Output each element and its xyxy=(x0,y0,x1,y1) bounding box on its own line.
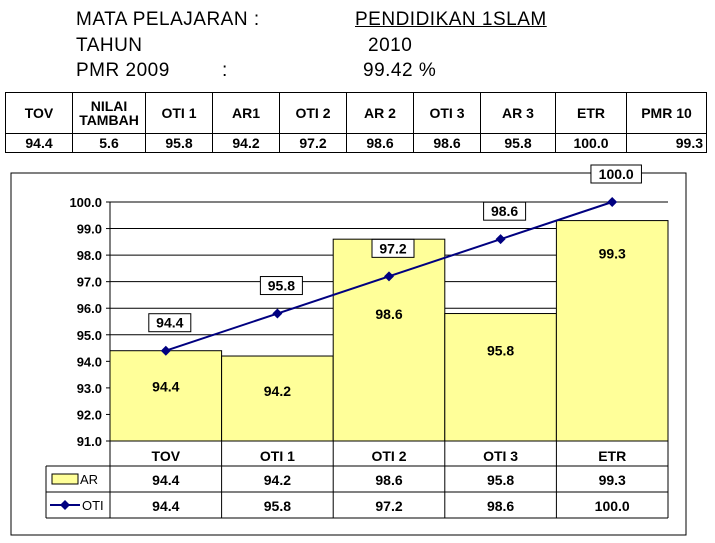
y-tick-label: 92.0 xyxy=(77,407,102,422)
value-cell: 95.8 xyxy=(145,133,213,153)
line-data-label: 98.6 xyxy=(491,203,518,219)
year-label: TAHUN xyxy=(76,35,143,56)
line-marker xyxy=(495,234,506,245)
y-tick-label: 99.0 xyxy=(77,222,102,237)
header-cell: ETR xyxy=(555,92,627,134)
line-data-label: 95.8 xyxy=(268,278,295,294)
y-tick-label: 100.0 xyxy=(69,195,102,210)
data-table-value-oti: 98.6 xyxy=(487,498,514,514)
year-value: 2010 xyxy=(368,35,413,56)
header-cell: PMR 10 xyxy=(626,92,707,134)
line-data-label-box xyxy=(483,201,527,221)
x-category-label: ETR xyxy=(598,448,626,464)
bar-data-label: 95.8 xyxy=(487,343,514,359)
header-cell: NILAI TAMBAH xyxy=(72,92,146,134)
header-cell: AR 2 xyxy=(346,92,414,134)
y-tick-label: 94.0 xyxy=(77,354,102,369)
pmr-label: PMR 2009 xyxy=(76,60,170,81)
line-data-label: 100.0 xyxy=(599,166,634,182)
data-table-value-ar: 98.6 xyxy=(375,472,402,488)
data-table-value-ar: 94.4 xyxy=(152,472,179,488)
data-table-value-oti: 100.0 xyxy=(595,498,630,514)
bar-oti-3 xyxy=(444,313,557,442)
bar-data-label: 98.6 xyxy=(375,306,402,322)
data-table-value-oti: 95.8 xyxy=(264,498,291,514)
data-table-value-ar: 99.3 xyxy=(599,472,626,488)
line-marker xyxy=(384,271,394,282)
pmr-value: 99.42 % xyxy=(363,60,437,81)
line-data-label-box xyxy=(148,313,192,333)
y-tick-label: 96.0 xyxy=(77,301,102,316)
value-cell: 95.8 xyxy=(480,133,556,153)
legend-label-oti: OTI xyxy=(82,498,104,513)
value-cell: 98.6 xyxy=(413,133,481,153)
subject-value: PENDIDIKAN 1SLAM xyxy=(355,9,547,30)
subject-label: MATA PELAJARAN : xyxy=(76,9,260,30)
x-category-label: OTI 1 xyxy=(260,448,295,464)
legend-label-ar: AR xyxy=(80,472,98,487)
value-cell: 100.0 xyxy=(555,133,627,153)
summary-header-row: TOV NILAI TAMBAH OTI 1 AR1 OTI 2 AR 2 OTI… xyxy=(5,92,707,134)
header-cell: AR 3 xyxy=(480,92,556,134)
summary-table: TOV NILAI TAMBAH OTI 1 AR1 OTI 2 AR 2 OTI… xyxy=(5,92,707,153)
line-data-label-box xyxy=(259,276,303,296)
line-data-label: 94.4 xyxy=(156,315,183,331)
pmr-colon: : xyxy=(222,60,228,81)
bar-data-label: 99.3 xyxy=(599,246,626,262)
header-cell: OTI 2 xyxy=(279,92,347,134)
data-table-value-ar: 94.2 xyxy=(264,472,291,488)
header-cell: OTI 3 xyxy=(413,92,481,134)
value-cell: 98.6 xyxy=(346,133,414,153)
x-category-label: TOV xyxy=(152,448,181,464)
bar-etr xyxy=(555,220,669,442)
line-marker xyxy=(607,197,618,207)
y-tick-label: 97.0 xyxy=(77,275,102,290)
value-cell: 97.2 xyxy=(279,133,347,153)
value-cell: 94.2 xyxy=(212,133,280,153)
value-cell: 5.6 xyxy=(72,133,146,153)
y-tick-label: 98.0 xyxy=(77,248,102,263)
line-data-label: 97.2 xyxy=(379,240,406,256)
y-tick-label: 93.0 xyxy=(77,381,102,396)
legend-key-ar xyxy=(51,473,79,485)
y-tick-label: 91.0 xyxy=(77,434,102,449)
summary-value-row: 94.4 5.6 95.8 94.2 97.2 98.6 98.6 95.8 1… xyxy=(5,133,707,153)
bar-oti-2 xyxy=(332,238,446,442)
data-table-value-oti: 94.4 xyxy=(152,498,179,514)
data-table-value-ar: 95.8 xyxy=(487,472,514,488)
y-tick-label: 95.0 xyxy=(77,328,102,343)
bar-data-label: 94.4 xyxy=(152,379,179,395)
x-category-label: OTI 2 xyxy=(371,448,406,464)
line-data-label-box xyxy=(590,164,642,184)
value-cell: 99.3 xyxy=(626,133,707,153)
bar-tov xyxy=(109,350,223,442)
legend-marker-oti xyxy=(60,500,70,510)
bar-data-label: 94.2 xyxy=(264,383,291,399)
data-table-value-oti: 97.2 xyxy=(375,498,402,514)
line-marker xyxy=(272,308,283,319)
line-marker xyxy=(160,345,171,356)
x-category-label: OTI 3 xyxy=(483,448,518,464)
line-data-label-box xyxy=(371,238,415,258)
